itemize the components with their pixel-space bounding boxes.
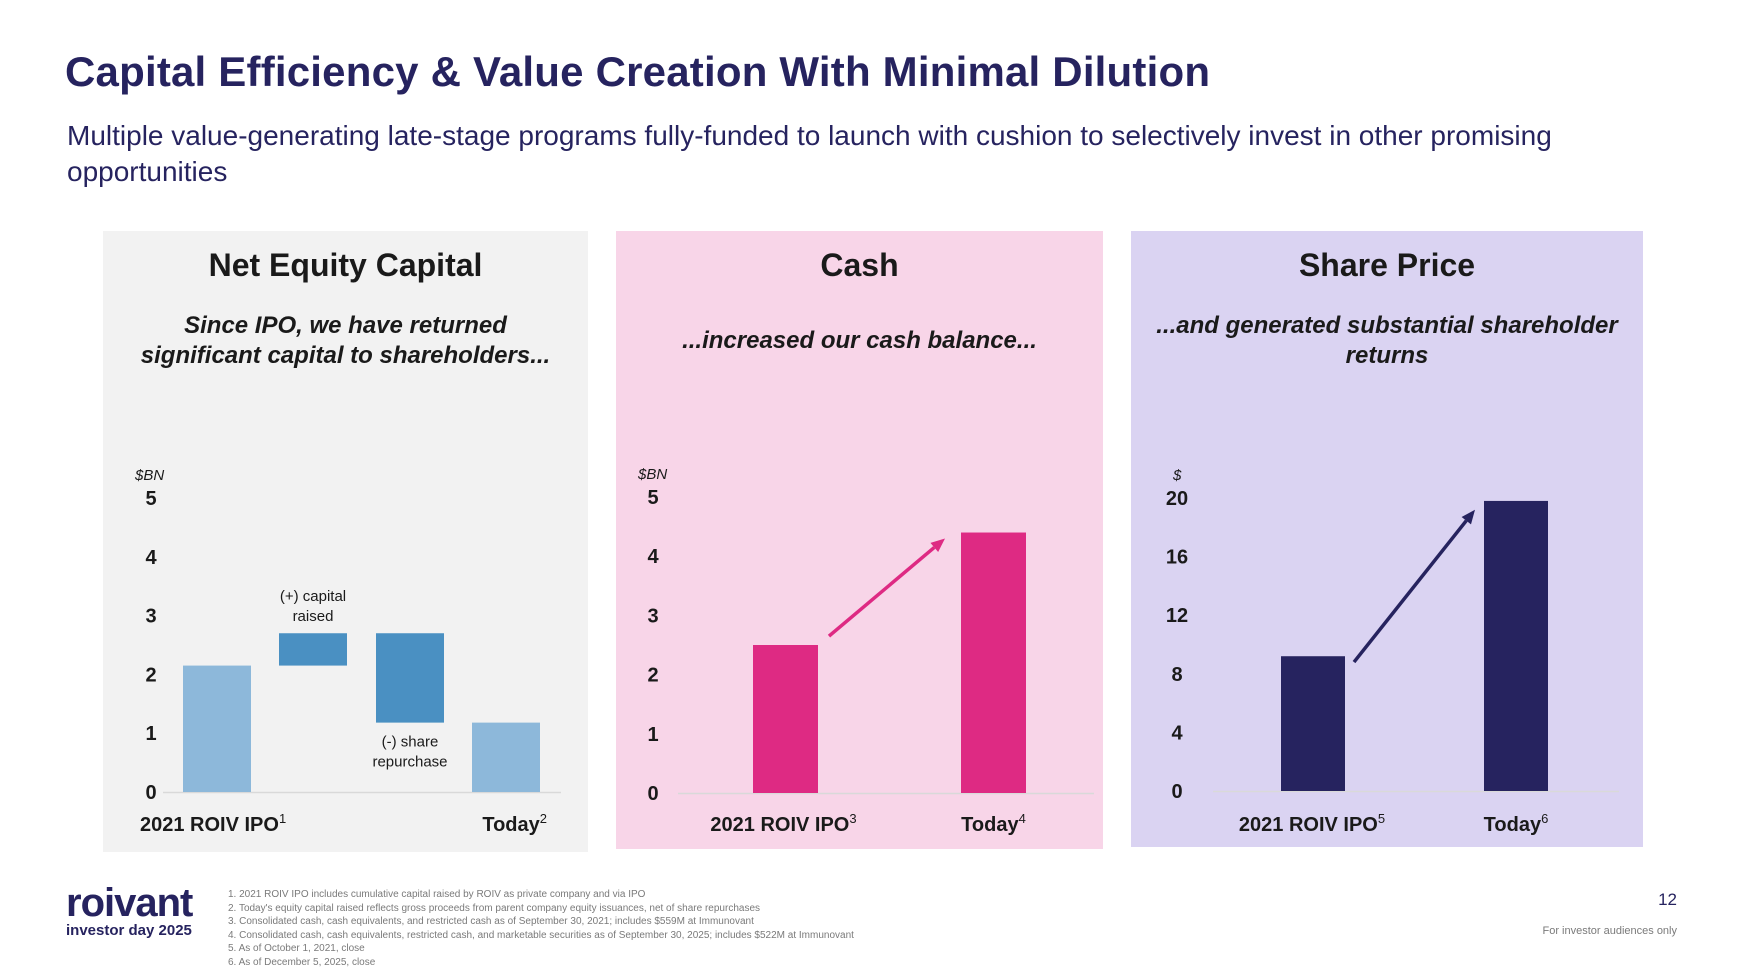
bar-1 — [1484, 500, 1548, 791]
annotation-share-repurchase-line2: repurchase — [372, 754, 447, 771]
logo-wordmark: roivant — [66, 881, 193, 925]
growth-arrow — [827, 546, 936, 638]
bar-0 — [1281, 656, 1345, 791]
footnote: 2. Today's equity capital raised reflect… — [228, 902, 761, 914]
y-tick-label: 20 — [1166, 488, 1188, 510]
net-equity-panel: Net Equity Capital Since IPO, we have re… — [103, 231, 588, 852]
net-equity-chart: $BN 0 1 2 3 4 5 (+) capital raised (-) share repur… — [134, 467, 561, 836]
y-tick-label: 2 — [647, 665, 658, 687]
share-price-chart: $0 4 8 12 16 20 2021 ROIV IPO5 Today6 — [1166, 467, 1619, 836]
footnote: 1. 2021 ROIV IPO includes cumulative cap… — [228, 889, 646, 900]
y-tick-label: 5 — [145, 488, 156, 510]
cash-chart: $BN 0 1 2 3 4 5 2021 ROIV IPO3 Today4 — [637, 466, 1094, 836]
bar-2 — [376, 633, 444, 723]
y-tick-label: 0 — [647, 783, 658, 805]
y-tick-label: 5 — [647, 487, 658, 509]
footnote: 4. Consolidated cash, cash equivalents, … — [228, 929, 854, 941]
bar-1 — [279, 633, 347, 666]
bar-0 — [753, 645, 818, 793]
y-axis-unit-label: $BN — [637, 466, 667, 483]
share-price-panel: Share Price ...and generated substantial… — [1131, 231, 1643, 847]
category-label: Today6 — [1484, 811, 1549, 836]
y-axis-unit-label: $BN — [134, 467, 164, 484]
y-tick-label: 3 — [145, 606, 156, 628]
y-tick-label: 12 — [1166, 605, 1188, 627]
annotation-share-repurchase-line1: (-) share — [382, 734, 439, 751]
page-subtitle: Multiple value-generating late-stage pro… — [67, 120, 1552, 187]
bar-3 — [472, 722, 540, 792]
y-tick-label: 0 — [145, 782, 156, 804]
logo-tagline: investor day 2025 — [66, 922, 192, 939]
y-axis-unit-label: $ — [1172, 467, 1182, 484]
growth-arrow-head — [930, 538, 945, 553]
panel-title: Cash — [820, 247, 899, 283]
cash-panel: Cash ...increased our cash balance... $B… — [616, 231, 1103, 849]
bar-0 — [183, 665, 251, 792]
panel-subtitle: ...increased our cash balance... — [682, 327, 1037, 354]
growth-arrow — [1352, 519, 1468, 664]
y-tick-label: 3 — [647, 605, 658, 627]
bar-1 — [961, 532, 1026, 793]
category-label: Today4 — [961, 811, 1026, 836]
panel-title: Share Price — [1298, 247, 1476, 283]
footnote: 3. Consolidated cash, cash equivalents, … — [228, 916, 754, 927]
y-tick-label: 8 — [1171, 664, 1182, 686]
growth-arrow-head — [1461, 509, 1475, 525]
annotation-capital-raised-line1: (+) capital — [280, 588, 346, 605]
page-number: 12 — [1658, 890, 1677, 909]
panel-subtitle: ...and generated substantial shareholder… — [1156, 312, 1618, 369]
footnotes: 1. 2021 ROIV IPO includes cumulative cap… — [228, 888, 854, 969]
category-label: Today2 — [482, 811, 547, 836]
y-tick-label: 4 — [1171, 722, 1183, 744]
footnote: 6. As of December 5, 2025, close — [228, 956, 376, 968]
category-label: 2021 ROIV IPO1 — [140, 811, 286, 836]
y-tick-label: 4 — [145, 547, 157, 569]
category-label: 2021 ROIV IPO5 — [1239, 811, 1385, 836]
annotation-capital-raised-line2: raised — [293, 608, 334, 625]
y-tick-label: 2 — [145, 664, 156, 686]
y-tick-label: 1 — [647, 724, 658, 746]
category-label: 2021 ROIV IPO3 — [710, 811, 856, 836]
audience-note: For investor audiences only — [1542, 925, 1677, 937]
page-title: Capital Efficiency & Value Creation With… — [65, 48, 1211, 95]
y-tick-label: 0 — [1171, 781, 1182, 803]
y-tick-label: 4 — [647, 546, 659, 568]
roivant-logo: roivant investor day 2025 — [66, 881, 193, 939]
y-tick-label: 16 — [1166, 547, 1188, 569]
footnote: 5. As of October 1, 2021, close — [228, 943, 365, 954]
y-tick-label: 1 — [145, 723, 156, 745]
panel-title: Net Equity Capital — [208, 247, 483, 283]
panel-subtitle: Since IPO, we have returned significant … — [140, 312, 551, 369]
